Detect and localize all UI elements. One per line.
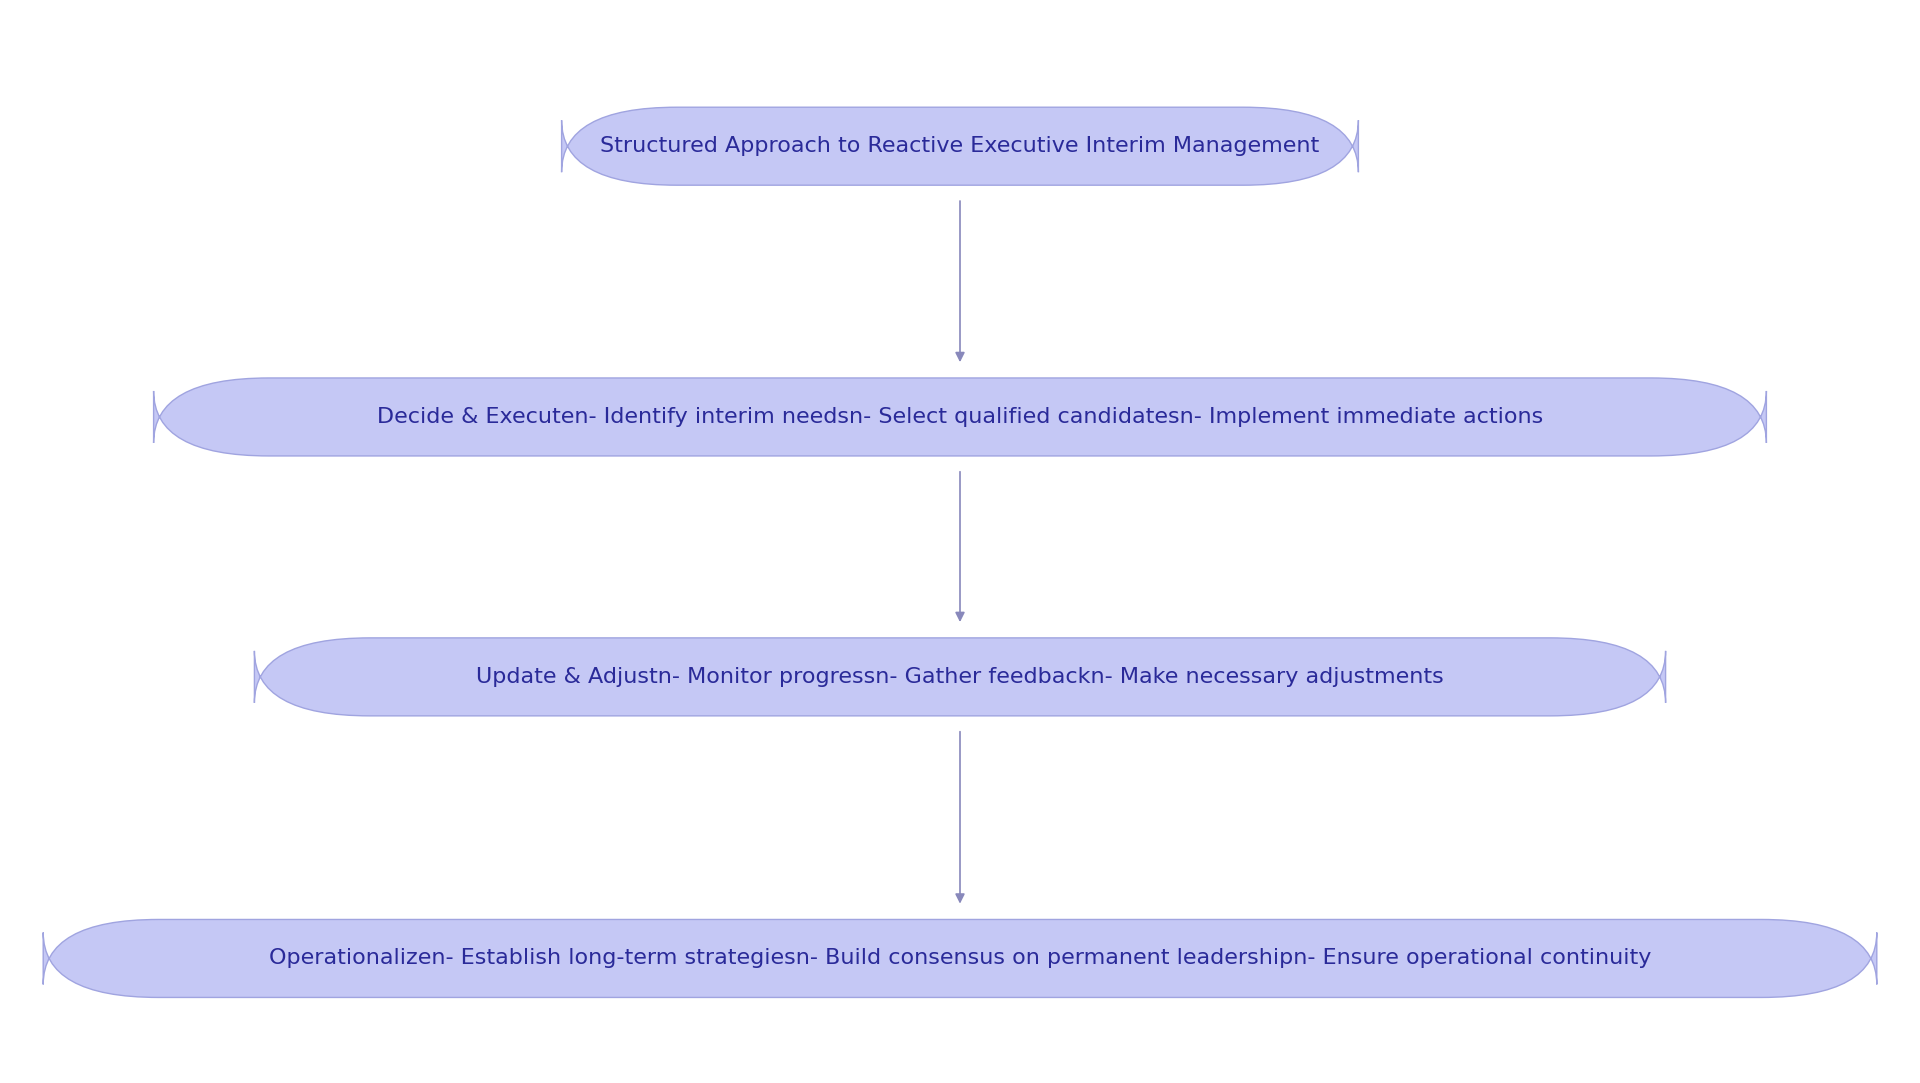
Text: Decide & Executen- Identify interim needsn- Select qualified candidatesn- Implem: Decide & Executen- Identify interim need… bbox=[376, 407, 1544, 427]
FancyBboxPatch shape bbox=[154, 378, 1766, 456]
Text: Operationalizen- Establish long-term strategiesn- Build consensus on permanent l: Operationalizen- Establish long-term str… bbox=[269, 949, 1651, 968]
Text: Update & Adjustn- Monitor progressn- Gather feedbackn- Make necessary adjustment: Update & Adjustn- Monitor progressn- Gat… bbox=[476, 667, 1444, 687]
FancyBboxPatch shape bbox=[253, 638, 1665, 716]
Text: Structured Approach to Reactive Executive Interim Management: Structured Approach to Reactive Executiv… bbox=[601, 136, 1319, 156]
FancyBboxPatch shape bbox=[561, 107, 1359, 185]
FancyBboxPatch shape bbox=[44, 919, 1878, 997]
